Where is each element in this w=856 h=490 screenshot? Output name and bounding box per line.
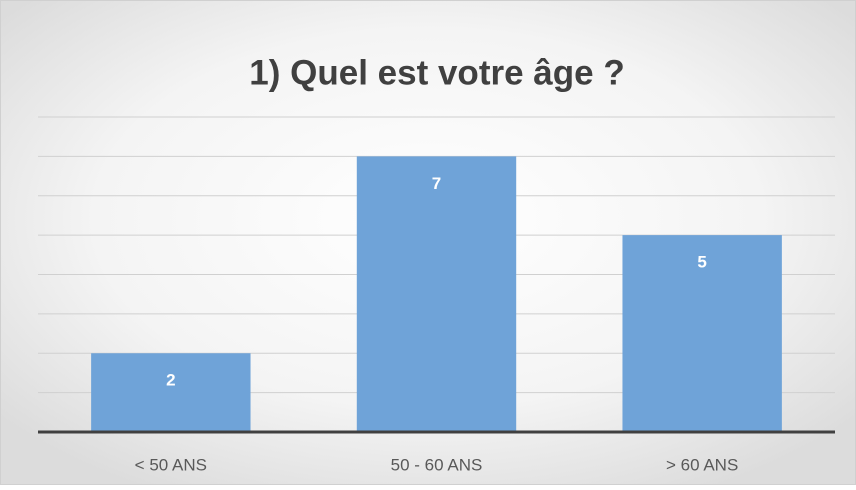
data-label: 5 bbox=[697, 253, 706, 272]
data-label: 2 bbox=[166, 371, 175, 390]
data-label: 7 bbox=[432, 174, 441, 193]
x-tick-label: < 50 ANS bbox=[135, 455, 207, 474]
x-tick-label: 50 - 60 ANS bbox=[391, 455, 483, 474]
bar bbox=[622, 235, 782, 432]
bar bbox=[356, 156, 517, 432]
x-tick-label: > 60 ANS bbox=[666, 455, 738, 474]
chart-title: 1) Quel est votre âge ? bbox=[249, 53, 624, 92]
bar bbox=[91, 353, 251, 432]
